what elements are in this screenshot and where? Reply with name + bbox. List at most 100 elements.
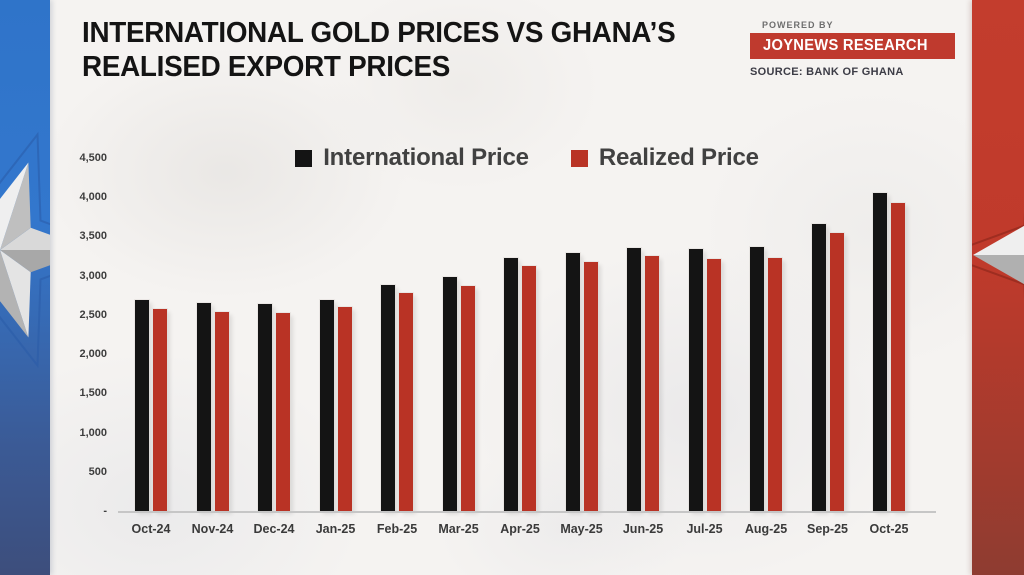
bar-group-mar-25 — [442, 158, 475, 511]
bar-group-jan-25 — [319, 158, 352, 511]
x-label-cell-oct-24: Oct-24 — [132, 522, 171, 536]
bar-group-may-25 — [565, 158, 598, 511]
bar-international-price-jul-25 — [688, 249, 703, 511]
brand-box: POWERED BY JOYNEWS RESEARCH SOURCE: BANK… — [750, 20, 956, 78]
legend-label-realized-price: Realized Price — [598, 144, 759, 171]
left-blue-band — [0, 0, 50, 575]
bar-international-price-jun-25 — [627, 248, 641, 511]
bar-group-oct-24 — [135, 158, 167, 511]
x-label-cell-sep-25: Sep-25 — [807, 522, 848, 536]
x-label-cell-apr-25: Apr-25 — [500, 522, 540, 536]
page-title: INTERNATIONAL GOLD PRICES VS GHANA’S REA… — [82, 16, 676, 84]
bar-group-feb-25 — [381, 158, 413, 511]
bar-realized-price-jul-25 — [706, 258, 721, 511]
bar-international-price-feb-25 — [381, 284, 395, 511]
y-tick-2500: 2,500 — [79, 308, 107, 321]
right-star-facets — [973, 225, 1024, 285]
bar-international-price-dec-24 — [258, 304, 272, 511]
x-axis-labels: Oct-24 Nov-24 Dec-24 Jan-25 Feb-25 Mar-25 Apr-… — [132, 522, 909, 536]
x-tick-oct-24: Oct-24 — [131, 522, 171, 536]
right-red-band — [972, 0, 1024, 575]
bar-realized-price-jun-25 — [645, 256, 659, 511]
bar-international-price-may-25 — [565, 253, 580, 511]
x-label-cell-jan-25: Jan-25 — [316, 522, 356, 536]
legend-item-international-price: International Price — [295, 144, 529, 172]
bar-realized-price-dec-24 — [276, 313, 290, 511]
x-tick-may-25: May-25 — [560, 522, 603, 536]
bar-realized-price-may-25 — [583, 261, 598, 511]
bar-international-price-jan-25 — [319, 299, 334, 511]
x-label-cell-jun-25: Jun-25 — [623, 522, 663, 536]
y-tick-3000: 3,000 — [79, 269, 107, 282]
bar-group-nov-24 — [196, 158, 229, 511]
legend-label-international-price: International Price — [323, 144, 529, 171]
x-tick-mar-25: Mar-25 — [438, 522, 479, 536]
bar-realized-price-feb-25 — [399, 292, 413, 511]
x-tick-feb-25: Feb-25 — [376, 522, 418, 536]
plot-area — [135, 158, 905, 511]
x-label-cell-oct-25: Oct-25 — [870, 522, 909, 536]
bar-realized-price-apr-25 — [522, 265, 536, 511]
bar-realized-price-mar-25 — [460, 285, 475, 511]
bar-realized-price-aug-25 — [768, 258, 782, 511]
left-star-icon — [0, 131, 50, 369]
bar-group-sep-25 — [811, 158, 844, 511]
title-line-1: INTERNATIONAL GOLD PRICES VS GHANA’S — [82, 17, 676, 49]
title-line-2: REALISED EXPORT PRICES — [82, 51, 451, 83]
x-label-cell-feb-25: Feb-25 — [377, 522, 417, 536]
source-label: SOURCE: BANK OF GHANA — [750, 66, 904, 78]
brand-label: JOYNEWS RESEARCH — [763, 37, 928, 54]
y-axis: 4,500 4,000 3,500 3,000 2,500 2,000 1,500 1,000… — [40, 152, 107, 517]
left-star-facets — [0, 162, 50, 338]
bar-international-price-oct-25 — [873, 193, 887, 511]
x-tick-dec-24: Dec-24 — [253, 522, 295, 536]
bar-realized-price-jan-25 — [337, 307, 352, 511]
bar-group-jun-25 — [627, 158, 659, 511]
x-tick-sep-25: Sep-25 — [807, 522, 848, 536]
x-label-cell-dec-24: Dec-24 — [254, 522, 295, 536]
bar-international-price-oct-24 — [135, 300, 149, 511]
bar-international-price-mar-25 — [442, 276, 457, 511]
y-tick-4500: 4,500 — [79, 152, 107, 164]
x-tick-apr-25: Apr-25 — [500, 522, 540, 536]
x-tick-jul-25: Jul-25 — [686, 522, 723, 536]
realized-price-swatch — [570, 149, 588, 167]
y-tick-4000: 4,000 — [79, 191, 107, 204]
right-star-icon — [972, 211, 1024, 299]
bar-group-oct-25 — [873, 158, 905, 511]
x-label-cell-nov-24: Nov-24 — [192, 522, 234, 536]
bar-international-price-nov-24 — [196, 303, 211, 511]
joynews-research-badge: JOYNEWS RESEARCH — [750, 33, 956, 59]
bar-realized-price-oct-25 — [891, 203, 905, 511]
y-tick-2000: 2,000 — [79, 348, 107, 361]
legend-item-realized-price: Realized Price — [570, 144, 759, 172]
bar-group-jul-25 — [688, 158, 721, 511]
bar-realized-price-nov-24 — [214, 312, 229, 511]
x-tick-jan-25: Jan-25 — [315, 522, 356, 536]
bar-realized-price-oct-24 — [153, 309, 167, 511]
international-price-swatch — [295, 149, 313, 167]
bar-international-price-aug-25 — [750, 247, 764, 511]
y-tick-0: - — [103, 505, 107, 517]
bar-group-apr-25 — [504, 158, 536, 511]
y-tick-3500: 3,500 — [79, 230, 107, 243]
x-tick-oct-25: Oct-25 — [869, 522, 909, 536]
bar-international-price-apr-25 — [504, 258, 518, 511]
x-label-cell-may-25: May-25 — [560, 522, 602, 536]
x-label-cell-jul-25: Jul-25 — [686, 522, 723, 536]
y-tick-1500: 1,500 — [79, 387, 107, 400]
bar-group-aug-25 — [750, 158, 782, 511]
y-tick-500: 500 — [88, 465, 107, 478]
x-label-cell-mar-25: Mar-25 — [438, 522, 478, 536]
chart-legend: International Price Realized Price — [119, 144, 935, 172]
x-tick-aug-25: Aug-25 — [744, 522, 788, 536]
bar-group-dec-24 — [258, 158, 290, 511]
x-label-cell-aug-25: Aug-25 — [745, 522, 787, 536]
bar-international-price-sep-25 — [811, 224, 826, 511]
x-tick-nov-24: Nov-24 — [191, 522, 234, 536]
x-axis-line — [118, 511, 936, 513]
bar-realized-price-sep-25 — [829, 232, 844, 511]
x-tick-jun-25: Jun-25 — [622, 522, 664, 536]
y-tick-1000: 1,000 — [79, 426, 107, 439]
